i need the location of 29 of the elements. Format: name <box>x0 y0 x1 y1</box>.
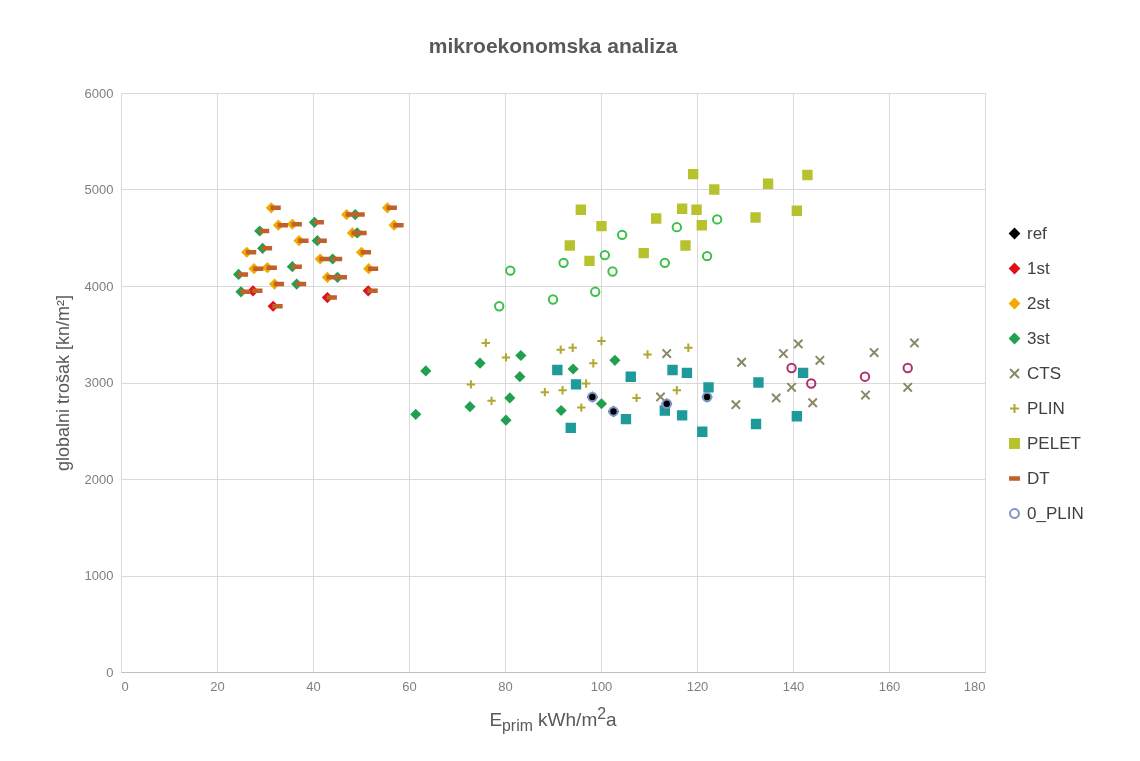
y-tick-label: 6000 <box>84 85 114 101</box>
x-tick-label: 20 <box>210 678 225 694</box>
x-tick-label: 0 <box>121 678 129 694</box>
x-tick-label: 160 <box>878 678 901 694</box>
chart-title: mikroekonomska analiza <box>428 34 678 57</box>
legend-label: CTS <box>1027 363 1061 383</box>
legend-label: 1st <box>1027 258 1050 278</box>
legend-label: 0_PLIN <box>1027 503 1084 523</box>
y-tick-label: 1000 <box>84 568 114 583</box>
legend-label: PLIN <box>1027 398 1065 418</box>
x-tick-label: 40 <box>306 678 321 694</box>
x-tick-label: 100 <box>590 678 613 694</box>
x-tick-label: 80 <box>498 678 513 694</box>
x-tick-label: 120 <box>686 678 709 694</box>
legend-label: PELET <box>1027 433 1081 453</box>
y-tick-label: 0 <box>106 664 114 680</box>
x-tick-label: 180 <box>963 678 986 694</box>
x-axis-title: E$_{prim}$ kWh/m$^{2}$a <box>488 705 618 736</box>
y-axis-title: globalni trošak [kn/m²] <box>52 294 73 472</box>
legend-label: ref <box>1027 223 1048 243</box>
x-tick-label: 140 <box>782 678 805 694</box>
y-tick-label: 2000 <box>84 471 114 487</box>
legend-label: 2st <box>1027 293 1050 313</box>
legend-label: 3st <box>1027 328 1050 348</box>
y-tick-label: 3000 <box>84 375 114 390</box>
y-tick-label: 4000 <box>84 278 114 294</box>
y-tick-label: 5000 <box>84 182 114 197</box>
legend-label: DT <box>1027 468 1050 488</box>
x-tick-label: 60 <box>402 678 417 694</box>
